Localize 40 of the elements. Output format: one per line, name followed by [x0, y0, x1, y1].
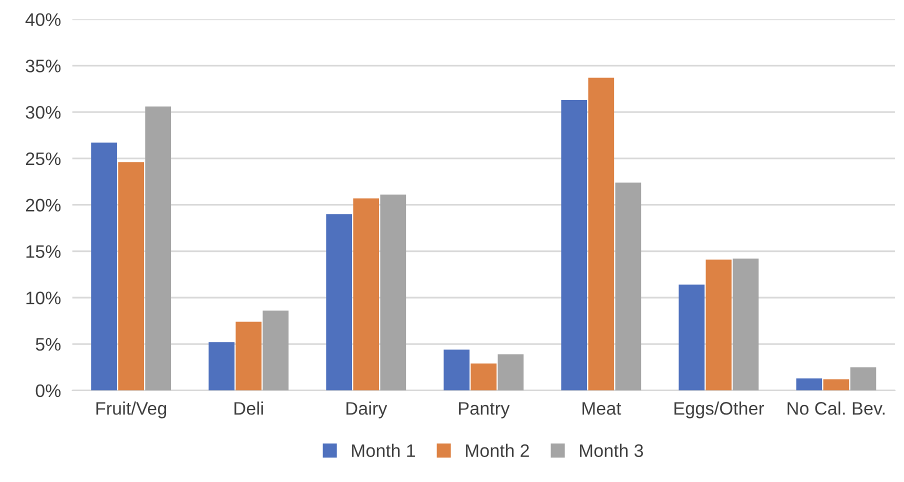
bar [444, 350, 470, 390]
bar [91, 142, 117, 390]
y-tick-label: 35% [26, 60, 61, 72]
x-tick-label: No Cal. Bev. [788, 402, 885, 415]
y-tick-label: 25% [26, 152, 61, 166]
bar [470, 364, 497, 390]
legend-label: Month 2 [466, 444, 529, 458]
x-tick-label: Eggs/Other [674, 402, 764, 418]
x-tick-label: Pantry [459, 402, 510, 418]
bar [498, 354, 524, 390]
bar [380, 194, 406, 390]
y-tick-label: 15% [26, 245, 61, 258]
bar [706, 260, 732, 390]
legend-label: Month 1 [352, 444, 415, 458]
bar [732, 258, 759, 390]
bar [678, 284, 705, 390]
bar [588, 78, 614, 390]
bar [236, 322, 262, 390]
bar [326, 214, 352, 390]
bar [353, 198, 380, 390]
x-tick-label: Dairy [346, 402, 388, 418]
y-tick-label: 20% [26, 198, 61, 212]
y-tick-label: 40% [25, 13, 61, 26]
bar [118, 162, 144, 390]
y-tick-label: 30% [26, 106, 61, 119]
bar [208, 342, 234, 390]
x-tick-label: Meat [582, 402, 622, 415]
legend-label: Month 3 [580, 444, 643, 458]
bar [145, 106, 172, 390]
y-tick-label: 0% [36, 384, 61, 398]
y-tick-label: 5% [36, 338, 61, 351]
x-tick-label: Fruit/Veg [96, 402, 166, 418]
bar [796, 378, 822, 390]
bar [561, 100, 588, 390]
bar [850, 367, 876, 390]
bar [262, 310, 289, 390]
bar [615, 182, 642, 390]
y-tick-label: 10% [26, 292, 61, 304]
x-tick-label: Deli [234, 402, 263, 415]
bar [823, 379, 850, 390]
